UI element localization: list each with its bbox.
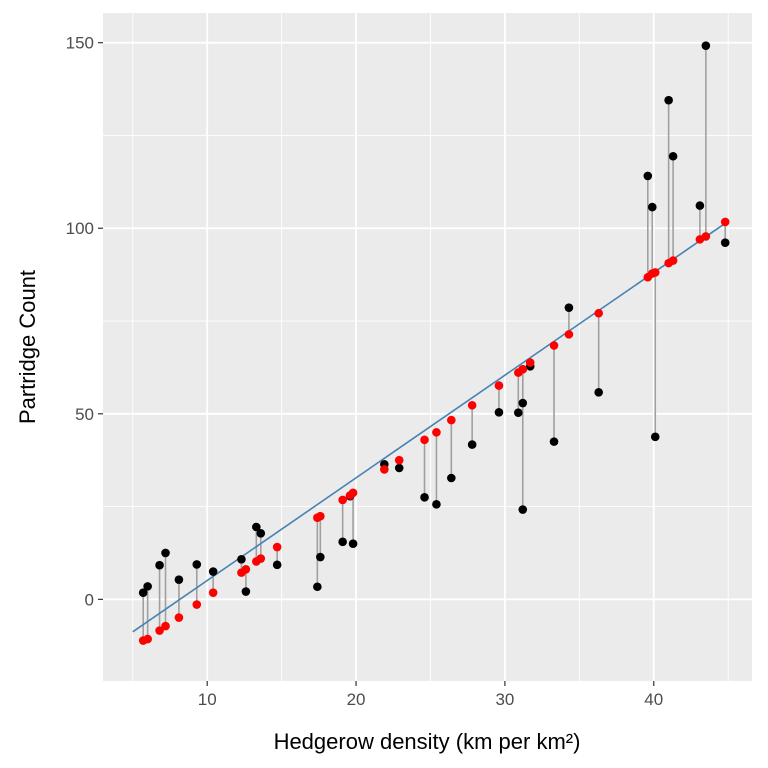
y-tick-label: 50	[75, 405, 94, 424]
fitted-point	[420, 435, 429, 445]
observed-point	[313, 582, 322, 592]
observed-point	[420, 493, 429, 502]
fitted-point	[518, 364, 528, 374]
observed-point	[594, 387, 603, 397]
observed-point	[241, 587, 251, 596]
fitted-point	[467, 400, 477, 410]
fitted-point	[272, 542, 282, 552]
observed-point	[256, 528, 266, 538]
x-tick-label: 30	[495, 690, 514, 709]
observed-point	[643, 171, 653, 181]
observed-point	[668, 151, 678, 161]
observed-point	[138, 588, 148, 597]
fitted-point	[256, 554, 266, 563]
fitted-point	[394, 455, 404, 465]
observed-point	[208, 567, 218, 576]
observed-point	[143, 582, 152, 591]
observed-point	[650, 432, 660, 442]
fitted-points	[138, 217, 730, 645]
x-tick-label: 10	[198, 690, 217, 709]
fitted-point	[316, 511, 325, 521]
fitted-point	[668, 256, 678, 265]
observed-point	[338, 537, 347, 547]
observed-point	[514, 408, 523, 417]
x-tick-label: 20	[347, 690, 366, 709]
fitted-point	[650, 268, 660, 277]
observed-point	[518, 505, 528, 514]
fitted-point	[143, 634, 152, 644]
residual-segments	[142, 45, 727, 641]
fitted-point	[338, 495, 347, 505]
fitted-point	[192, 600, 202, 609]
fitted-point	[549, 341, 559, 350]
fitted-point	[564, 330, 574, 339]
observed-point	[720, 238, 730, 248]
observed-point	[348, 539, 358, 548]
observed-point	[447, 473, 456, 483]
observed-points	[138, 41, 730, 597]
observed-point	[192, 560, 202, 569]
observed-point	[316, 552, 325, 562]
observed-point	[155, 560, 164, 570]
y-tick-label: 100	[66, 219, 94, 238]
observed-point	[161, 548, 170, 558]
y-tick-label: 150	[66, 34, 94, 53]
fitted-point	[494, 381, 504, 390]
fit-line	[132, 222, 726, 633]
observed-point	[518, 398, 528, 408]
observed-point	[272, 560, 282, 570]
fitted-point	[348, 488, 358, 498]
observed-point	[394, 463, 404, 473]
fitted-point	[525, 358, 535, 367]
observed-point	[695, 201, 705, 210]
fitted-point	[447, 415, 456, 425]
fitted-point	[161, 621, 170, 631]
fitted-point	[174, 613, 184, 622]
fitted-point	[432, 428, 441, 437]
fitted-point	[241, 564, 251, 574]
observed-point	[494, 408, 504, 417]
observed-point	[564, 303, 574, 312]
grid-lines	[103, 13, 752, 681]
observed-point	[467, 440, 477, 449]
fitted-point	[720, 217, 730, 227]
fitted-point	[155, 626, 164, 635]
fitted-point	[701, 232, 711, 241]
observed-point	[174, 575, 184, 584]
observed-point	[549, 437, 559, 446]
fitted-point	[380, 465, 389, 474]
fitted-point	[208, 588, 218, 597]
observed-point	[432, 500, 441, 509]
observed-point	[664, 95, 673, 105]
fit-line-group	[132, 222, 726, 633]
observed-point	[252, 522, 261, 532]
observed-point	[701, 41, 711, 50]
x-axis-title: Hedgerow density (km per km²)	[274, 729, 581, 754]
y-tick-label: 0	[85, 590, 94, 609]
axes: 10 20 30 40 0 50 100 150	[66, 34, 664, 709]
y-axis-title: Partridge Count	[15, 270, 40, 424]
observed-point	[647, 202, 657, 212]
observed-point	[237, 554, 246, 564]
fitted-point	[594, 308, 603, 318]
x-tick-label: 40	[644, 690, 663, 709]
